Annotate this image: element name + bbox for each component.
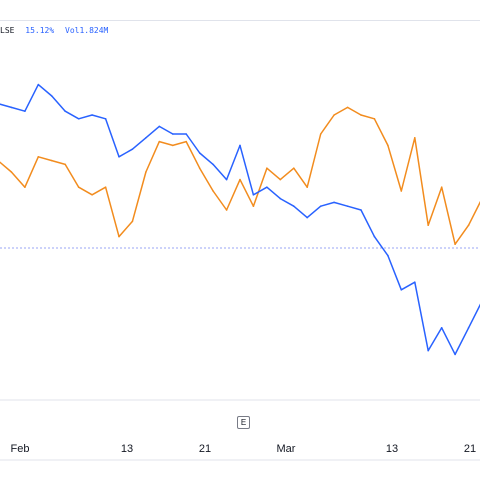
- series-1-point: [145, 171, 147, 173]
- x-tick-label: 21: [464, 443, 476, 455]
- series-2-point: [198, 152, 201, 154]
- series-1-line: [0, 106, 480, 245]
- series-2-line: [0, 83, 480, 356]
- series-1-point: [91, 194, 93, 196]
- series-1-point: [158, 140, 161, 143]
- x-tick-label: Feb: [11, 443, 30, 455]
- series-2-point: [293, 205, 295, 207]
- series-2-point: [306, 216, 309, 219]
- series-1-point: [24, 186, 26, 188]
- series-1-point: [212, 190, 214, 192]
- series-2-point: [400, 289, 403, 291]
- series-1-point: [225, 209, 228, 211]
- series-1-point: [37, 156, 40, 158]
- series-2-point: [37, 83, 40, 86]
- series-2-point: [225, 178, 228, 181]
- series-1-point: [252, 205, 255, 207]
- series-1-point: [333, 114, 335, 116]
- series-1-point: [266, 167, 268, 169]
- series-1-point: [319, 133, 322, 135]
- series-2-point: [158, 125, 161, 128]
- series-1-point: [10, 171, 13, 173]
- series-1-point: [131, 220, 134, 223]
- series-2-point: [172, 133, 174, 135]
- series-2-point: [373, 235, 376, 238]
- series-1-point: [185, 140, 187, 143]
- series-1-point: [454, 243, 456, 245]
- legend-volume-value: 1.824M: [79, 26, 109, 35]
- legend-volume-label: Vol: [65, 26, 80, 35]
- series-2-point: [333, 201, 335, 204]
- series-2-point: [440, 327, 443, 329]
- series-1-point: [400, 190, 403, 192]
- series-2-point: [387, 254, 389, 257]
- legend-change: 15.12%: [25, 26, 55, 35]
- series-1-point: [279, 178, 282, 181]
- series-2-point: [91, 114, 93, 116]
- series-1-point: [306, 186, 309, 188]
- series-2-point: [346, 205, 349, 207]
- series-2-point: [252, 194, 255, 196]
- event-marker[interactable]: E: [237, 416, 250, 429]
- series-1-point: [373, 118, 376, 120]
- series-1-point: [51, 159, 53, 162]
- series-2-point: [104, 118, 107, 120]
- series-2-point: [414, 281, 416, 284]
- series-2-point: [212, 163, 214, 166]
- x-tick-label: 21: [199, 443, 211, 455]
- series-1-point: [77, 186, 80, 188]
- series-2-point: [319, 205, 322, 207]
- series-1-point: [427, 224, 430, 226]
- x-tick-label: Mar: [277, 443, 296, 455]
- series-2-point: [427, 349, 430, 352]
- x-tick-label: 13: [386, 443, 398, 455]
- series-2-point: [467, 327, 470, 329]
- chart-top-border: [0, 20, 480, 21]
- series-1-point: [239, 178, 241, 181]
- series-2: [0, 83, 480, 356]
- series-2-point: [145, 137, 147, 139]
- series-2-point: [131, 148, 134, 150]
- series-2-point: [360, 209, 362, 211]
- series-2-point: [118, 156, 120, 158]
- series-2-point: [64, 110, 66, 112]
- series-1-point: [64, 163, 66, 166]
- series-1-point: [387, 144, 389, 147]
- series-1-point: [293, 167, 295, 169]
- legend-symbol: LSE: [0, 26, 15, 35]
- series-1-point: [360, 114, 362, 116]
- series-1-point: [440, 186, 443, 188]
- series-1-point: [118, 235, 120, 238]
- series-1-point: [467, 224, 470, 226]
- series-2-point: [24, 110, 26, 112]
- series-2-point: [239, 144, 241, 147]
- series-1: [0, 106, 480, 245]
- series-1-point: [414, 137, 416, 139]
- series-2-point: [51, 95, 53, 97]
- series-2-point: [454, 353, 456, 356]
- series-2-point: [185, 133, 187, 135]
- series-1-point: [172, 144, 174, 147]
- series-2-point: [279, 197, 282, 200]
- series-2-point: [266, 186, 268, 188]
- series-2-point: [10, 106, 13, 109]
- series-1-point: [104, 186, 107, 188]
- series-2-point: [77, 118, 80, 120]
- series-1-point: [198, 167, 201, 169]
- series-1-point: [346, 106, 349, 109]
- x-tick-label: 13: [121, 443, 133, 455]
- legend: LSE 15.12% Vol1.824M: [0, 26, 108, 35]
